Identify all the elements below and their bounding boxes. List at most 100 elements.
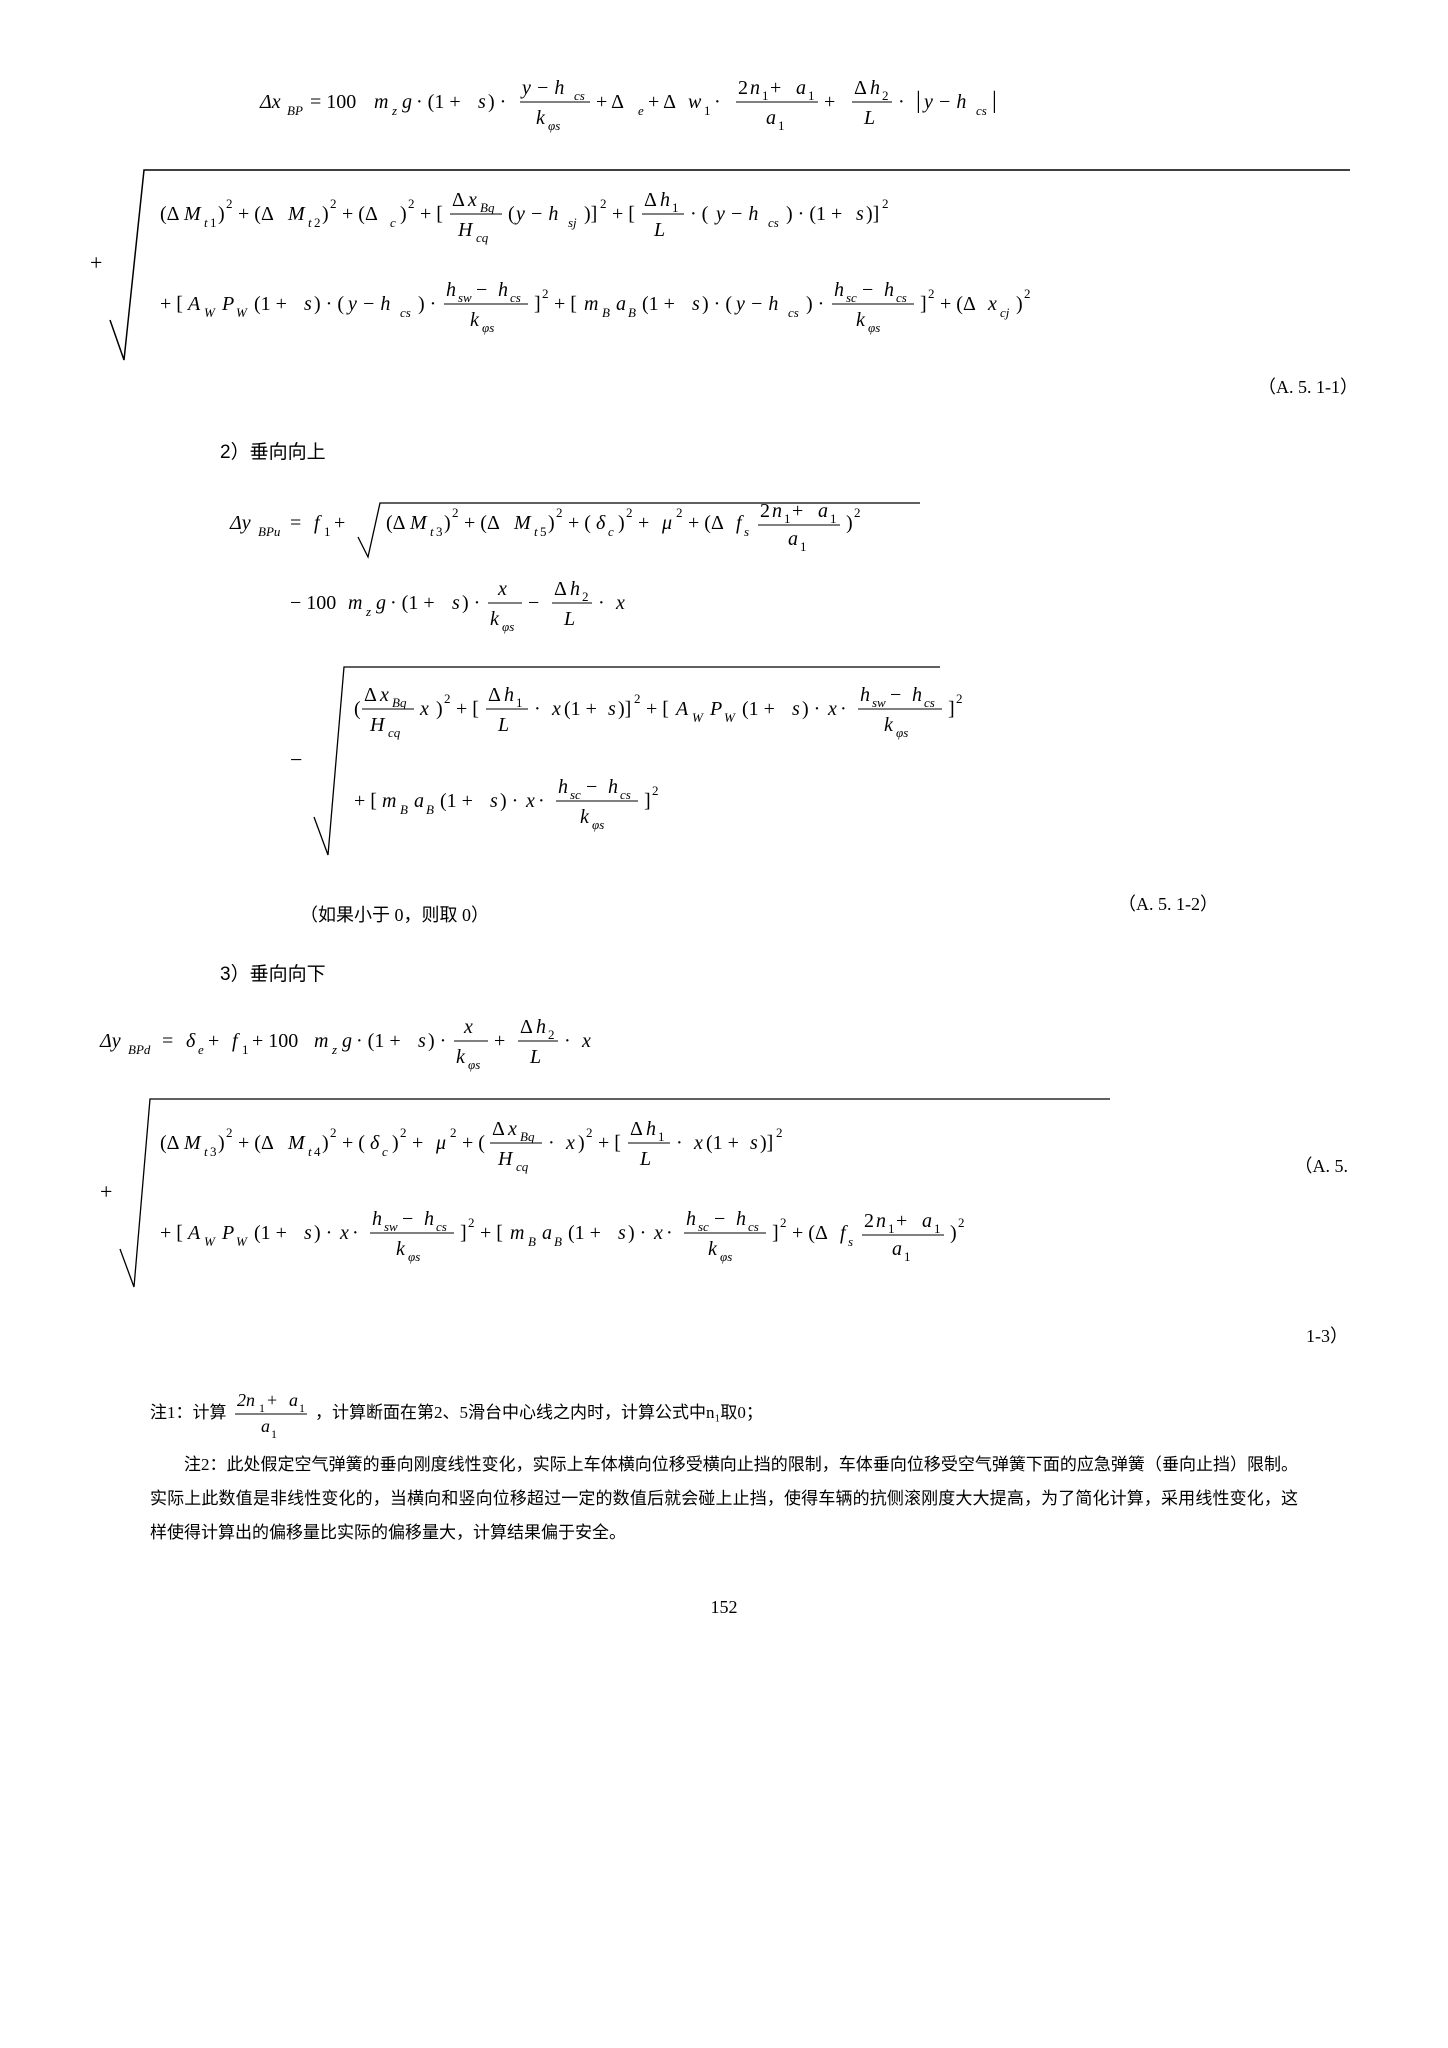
svg-text:L: L <box>653 219 665 241</box>
svg-text:s: s <box>304 1222 312 1244</box>
svg-text:x: x <box>987 293 997 315</box>
svg-text:·: · <box>564 1030 571 1052</box>
svg-text:x: x <box>463 1016 473 1038</box>
svg-text:·: · <box>534 698 541 720</box>
svg-text:cs: cs <box>620 787 631 802</box>
svg-text:1: 1 <box>658 1129 665 1144</box>
svg-text:+: + <box>334 512 345 534</box>
svg-text:): ) <box>950 1222 957 1244</box>
equation-a511-svg: Δx BP = 100 m z g · (1 + s ) · y − h cs … <box>90 70 1358 400</box>
svg-text:2: 2 <box>452 505 459 520</box>
svg-text:h: h <box>912 684 922 706</box>
svg-text:φs: φs <box>408 1249 420 1264</box>
svg-text:y − h: y − h <box>922 91 966 113</box>
svg-text:·: · <box>714 91 721 113</box>
svg-text:+ (Δ: + (Δ <box>238 203 274 225</box>
svg-text:cs: cs <box>788 305 799 320</box>
svg-text:2: 2 <box>854 505 861 520</box>
svg-text:+ (Δ: + (Δ <box>238 1132 274 1154</box>
svg-text:(Δ: (Δ <box>160 1132 180 1154</box>
svg-text:2: 2 <box>652 783 659 798</box>
svg-text:) ·: ) · <box>802 698 820 720</box>
svg-text:2: 2 <box>864 1210 874 1232</box>
svg-text:(1 +: (1 + <box>564 698 597 720</box>
svg-text:2: 2 <box>626 505 633 520</box>
svg-text:2: 2 <box>330 1125 337 1140</box>
svg-text:c: c <box>608 524 614 539</box>
svg-text:2: 2 <box>738 77 748 99</box>
svg-text:+ [: + [ <box>554 293 577 315</box>
svg-text:): ) <box>548 512 555 534</box>
svg-text:k: k <box>856 309 866 331</box>
svg-text:· (1 +: · (1 + <box>356 1030 401 1052</box>
svg-text:h: h <box>372 1208 382 1230</box>
svg-text:h: h <box>870 77 880 99</box>
svg-text:): ) <box>322 1132 329 1154</box>
page-content: Δx BP = 100 m z g · (1 + s ) · y − h cs … <box>90 70 1358 1624</box>
svg-text:cs: cs <box>574 88 585 103</box>
svg-text:2: 2 <box>408 196 415 211</box>
svg-text:5: 5 <box>540 524 547 539</box>
svg-text:φs: φs <box>502 619 514 634</box>
svg-text:φs: φs <box>468 1057 480 1072</box>
svg-text:2: 2 <box>548 1027 555 1042</box>
svg-text:cq: cq <box>516 1159 529 1174</box>
svg-text:·: · <box>666 1222 673 1244</box>
svg-text:1: 1 <box>324 524 331 539</box>
svg-text:L: L <box>563 608 575 630</box>
svg-text:+ [: + [ <box>354 790 377 812</box>
svg-text:a: a <box>542 1222 552 1244</box>
svg-text:·: · <box>676 1132 683 1154</box>
svg-text:)]: )] <box>584 203 597 225</box>
svg-text:t: t <box>430 524 434 539</box>
svg-text:Δ: Δ <box>452 189 465 211</box>
svg-text:z: z <box>331 1042 337 1057</box>
svg-text:s: s <box>856 203 864 225</box>
svg-text:φs: φs <box>548 118 560 133</box>
svg-text:): ) <box>322 203 329 225</box>
svg-text:+ [: + [ <box>480 1222 503 1244</box>
svg-text:1: 1 <box>934 1221 941 1236</box>
svg-text:y − h: y − h <box>714 203 758 225</box>
svg-text:Δy: Δy <box>229 512 251 534</box>
svg-text:x: x <box>525 790 535 812</box>
svg-text:3: 3 <box>436 524 443 539</box>
svg-text:Δx: Δx <box>259 91 281 113</box>
svg-text:) ·: ) · <box>462 592 480 614</box>
svg-text:Δ: Δ <box>554 578 567 600</box>
svg-text:h: h <box>424 1208 434 1230</box>
svg-text:+ (: + ( <box>342 1132 365 1154</box>
svg-text:m: m <box>382 790 396 812</box>
svg-text:+ (Δ: + (Δ <box>342 203 378 225</box>
svg-text:(Δ: (Δ <box>386 512 406 534</box>
svg-text:x: x <box>467 189 477 211</box>
svg-text:2: 2 <box>586 1125 593 1140</box>
svg-text:) ·: ) · <box>428 1030 446 1052</box>
note1-post: ，计算断面在第2、5滑台中心线之内时，计算公式中n₁取0； <box>315 1403 763 1422</box>
svg-text:f: f <box>232 1030 240 1052</box>
svg-text:x: x <box>497 578 507 600</box>
svg-text:k: k <box>490 608 500 630</box>
svg-text:k: k <box>456 1046 466 1068</box>
svg-text:2: 2 <box>780 1215 787 1230</box>
svg-text:k: k <box>580 806 590 828</box>
svg-text:· (1 +: · (1 + <box>390 592 435 614</box>
svg-text:|: | <box>992 88 997 114</box>
heading-vertical-up: 2）垂向向上 <box>220 435 1358 471</box>
svg-text:h: h <box>504 684 514 706</box>
heading-vertical-down: 3）垂向向下 <box>220 957 1358 993</box>
svg-text:g: g <box>402 91 412 113</box>
equation-a513-svg: Δy BPd = δ e + f 1 + 100 m z g · (1 + s … <box>90 1009 1240 1309</box>
svg-text:s: s <box>792 698 800 720</box>
svg-text:z: z <box>365 604 371 619</box>
svg-text:A: A <box>674 698 689 720</box>
svg-text:cs: cs <box>400 305 411 320</box>
svg-text:m: m <box>314 1030 328 1052</box>
svg-text:x: x <box>653 1222 663 1244</box>
svg-text:(: ( <box>354 698 361 720</box>
svg-text:+: + <box>100 1179 112 1204</box>
svg-text:+ (Δ: + (Δ <box>940 293 976 315</box>
svg-text:f: f <box>736 512 744 534</box>
svg-text:z: z <box>391 103 397 118</box>
svg-text:W: W <box>724 710 736 725</box>
